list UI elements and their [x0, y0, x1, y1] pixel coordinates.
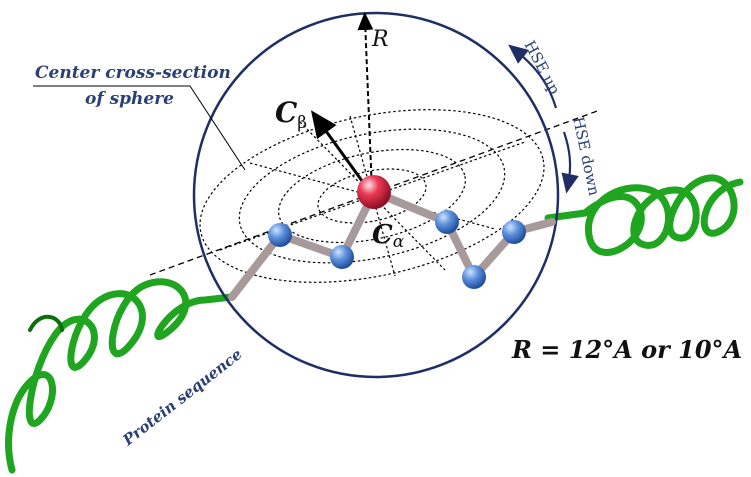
- cross-section-leader: [33, 85, 246, 171]
- atom-2: [330, 245, 354, 269]
- c-beta-sub: β: [297, 113, 307, 133]
- c-beta-arrow: [310, 110, 367, 186]
- radius-arrow: [357, 12, 374, 193]
- protein-sequence-label: Protein sequence: [119, 345, 246, 450]
- right-helix: [544, 174, 744, 256]
- hse-up-arrow: [508, 44, 558, 109]
- hse-up-label: HSE up: [520, 37, 563, 97]
- c-alpha-atom: [357, 175, 391, 209]
- atom-1: [268, 223, 292, 247]
- hse-down-label: HSE down: [569, 115, 603, 198]
- radius-value-label: R = 12°A or 10°A: [511, 335, 742, 364]
- atom-5: [502, 220, 526, 244]
- cross-section-label-line2: of sphere: [85, 89, 174, 109]
- left-helix: [5, 278, 236, 474]
- cross-section-label-line1: Center cross-section: [35, 63, 231, 83]
- radius-label: R: [371, 27, 389, 52]
- c-alpha-sub: α: [393, 232, 405, 252]
- c-beta-label: Cβ: [275, 96, 307, 133]
- atom-4: [462, 265, 486, 289]
- atom-3: [435, 210, 459, 234]
- sphere: [192, 11, 560, 379]
- c-alpha-label: Cα: [372, 220, 405, 252]
- hse-down-arrow: [561, 131, 579, 194]
- c-beta-main: C: [275, 96, 298, 129]
- c-alpha-main: C: [372, 220, 393, 250]
